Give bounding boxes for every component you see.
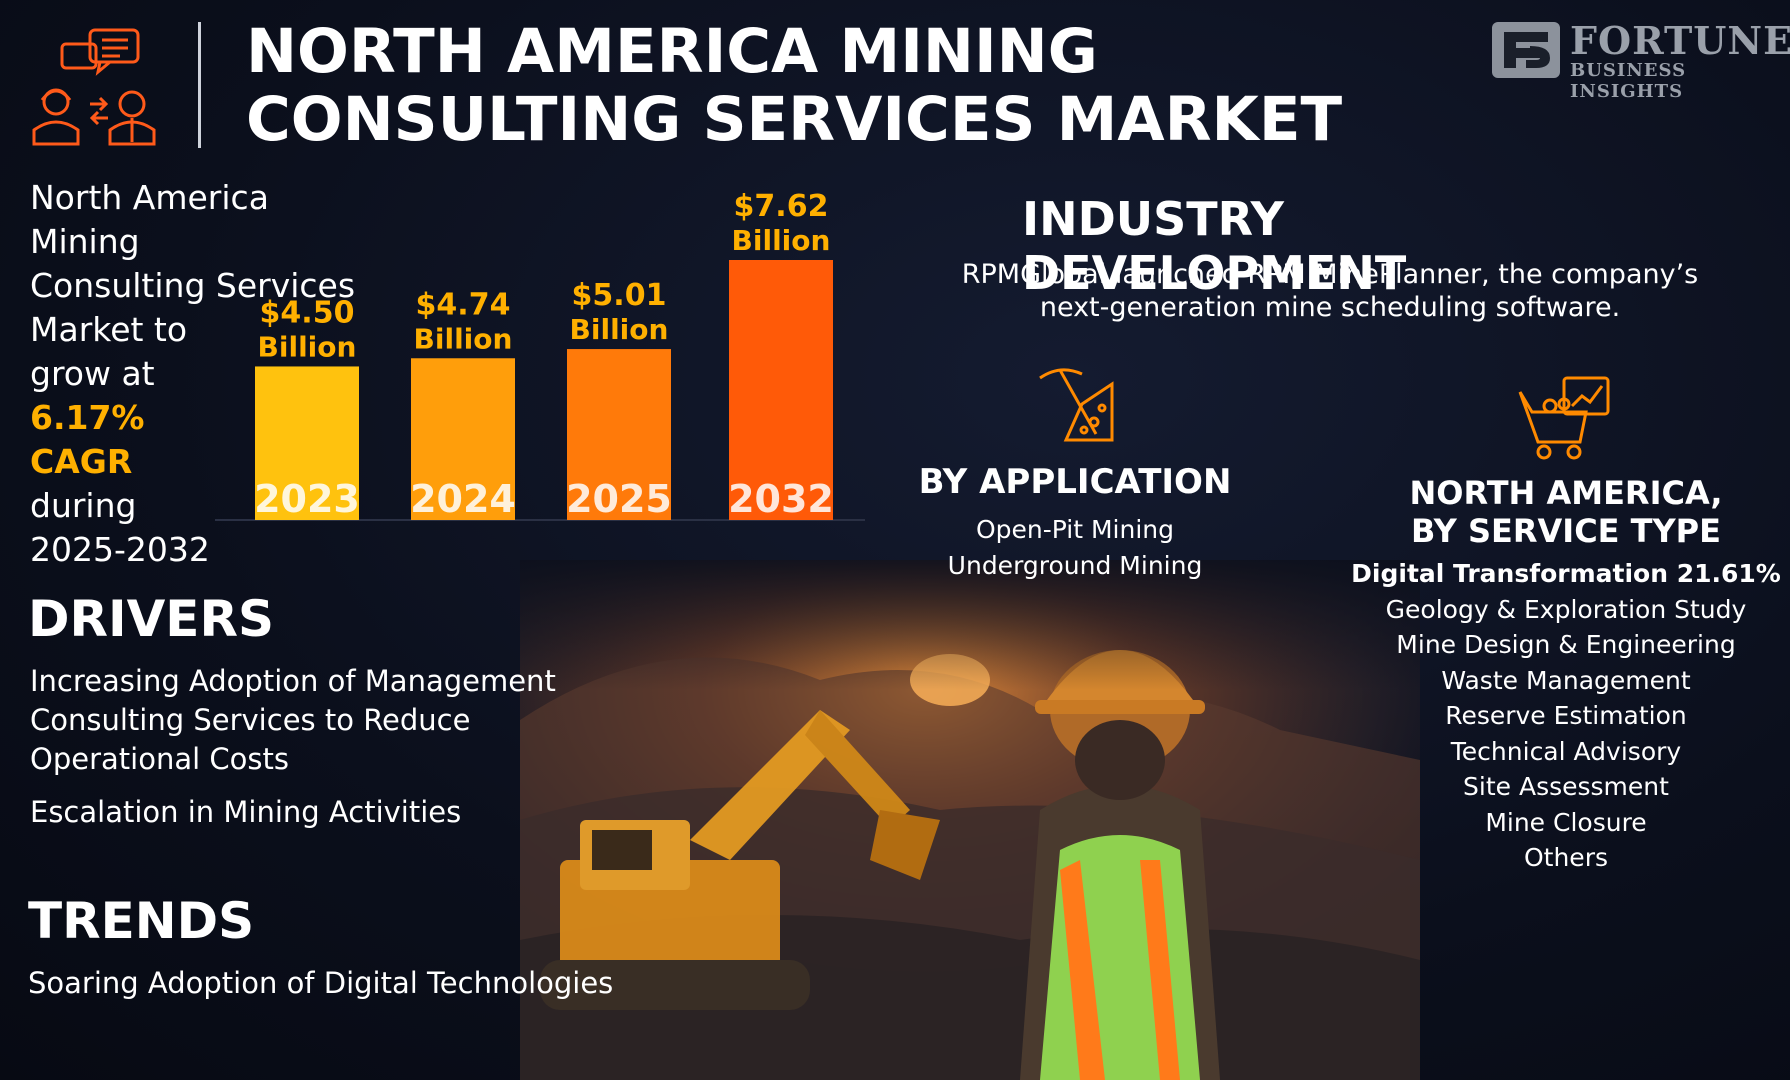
service-item: Mine Design & Engineering xyxy=(1396,630,1736,659)
value-label: $4.74 xyxy=(416,287,511,322)
brand-subtitle: BUSINESS INSIGHTS xyxy=(1570,60,1687,102)
title-line-1: NORTH AMERICA MINING xyxy=(246,16,1098,87)
cagr-line: grow at xyxy=(30,354,155,393)
bar-2025 xyxy=(567,349,671,520)
drivers-list: Increasing Adoption of Management Consul… xyxy=(30,662,590,846)
driver-item: Increasing Adoption of Management Consul… xyxy=(30,662,590,779)
bar-2024 xyxy=(411,358,515,520)
value-label: $4.50 xyxy=(260,295,355,330)
driver-line: Operational Costs xyxy=(30,742,289,776)
page-title: NORTH AMERICA MINING CONSULTING SERVICES… xyxy=(246,18,1342,154)
service-item-leading: Digital Transformation 21.61% xyxy=(1351,559,1781,588)
drivers-heading: DRIVERS xyxy=(28,590,274,648)
value-unit-label: Billion xyxy=(732,224,831,257)
value-unit-label: Billion xyxy=(414,322,513,355)
application-item: Open-Pit Mining xyxy=(975,515,1175,544)
cagr-rate: 6.17% xyxy=(30,398,145,437)
header-divider xyxy=(198,22,201,148)
market-size-bar-chart: 2023$4.50Billion2024$4.74Billion2025$5.0… xyxy=(215,190,865,521)
cagr-line: Market to xyxy=(30,310,188,349)
fortune-logo-icon xyxy=(1492,22,1560,78)
cagr-line: during xyxy=(30,486,137,525)
service-heading-line: NORTH AMERICA, xyxy=(1409,474,1723,512)
pickaxe-icon xyxy=(1039,368,1114,442)
cagr-statement: North America Mining Consulting Services… xyxy=(30,176,370,572)
service-item: Others xyxy=(1523,843,1608,872)
service-type-heading: NORTH AMERICA, BY SERVICE TYPE xyxy=(1350,474,1782,550)
mining-scene-illustration xyxy=(520,560,1420,1080)
industry-development-heading: INDUSTRY DEVELOPMENT xyxy=(1022,192,1407,300)
category-label: 2024 xyxy=(410,477,516,521)
value-label: $7.62 xyxy=(734,190,829,224)
value-unit-label: Billion xyxy=(570,313,669,346)
service-item: Geology & Exploration Study xyxy=(1385,594,1747,624)
cagr-unit: CAGR xyxy=(30,442,133,481)
cagr-line: North America Mining xyxy=(30,178,269,261)
driver-item: Escalation in Mining Activities xyxy=(30,793,590,832)
bar-2023 xyxy=(255,366,359,520)
application-item: Underground Mining xyxy=(947,551,1203,580)
driver-line: Consulting Services to Reduce xyxy=(30,703,471,737)
industry-line: RPMGlobal launched RPM MinePlanner, the … xyxy=(961,259,1699,290)
brand-name: FORTUNE xyxy=(1570,18,1790,63)
category-label: 2023 xyxy=(254,477,360,521)
category-label: 2032 xyxy=(728,477,834,521)
consultant-miner-icon xyxy=(32,28,156,146)
industry-development-text: RPMGlobal launched RPM MinePlanner, the … xyxy=(940,258,1720,324)
service-item: Reserve Estimation xyxy=(1445,701,1687,730)
by-application-heading: BY APPLICATION xyxy=(918,462,1232,502)
mining-cart-chart-icon xyxy=(1518,376,1610,460)
bar-2032 xyxy=(729,260,833,520)
trends-heading: TRENDS xyxy=(28,892,255,950)
service-item: Mine Closure xyxy=(1485,807,1647,837)
service-item: Technical Advisory xyxy=(1450,736,1682,766)
application-list: Open-Pit Mining Underground Mining xyxy=(900,512,1250,584)
value-label: $5.01 xyxy=(572,278,667,313)
value-unit-label: Billion xyxy=(258,330,357,363)
industry-line: next-generation mine scheduling software… xyxy=(1039,292,1621,323)
driver-line: Increasing Adoption of Management xyxy=(30,664,556,698)
title-line-2: CONSULTING SERVICES MARKET xyxy=(246,84,1343,155)
cagr-period: 2025-2032 xyxy=(30,530,210,569)
trend-item: Soaring Adoption of Digital Technologies xyxy=(28,966,614,1000)
cagr-line: Consulting Services xyxy=(30,266,356,305)
service-type-list: Digital Transformation 21.61% Geology & … xyxy=(1350,556,1782,876)
driver-line: Escalation in Mining Activities xyxy=(30,795,462,829)
service-heading-line: BY SERVICE TYPE xyxy=(1411,512,1721,550)
service-item: Site Assessment xyxy=(1463,772,1669,801)
service-item: Waste Management xyxy=(1441,665,1691,695)
category-label: 2025 xyxy=(566,477,672,521)
